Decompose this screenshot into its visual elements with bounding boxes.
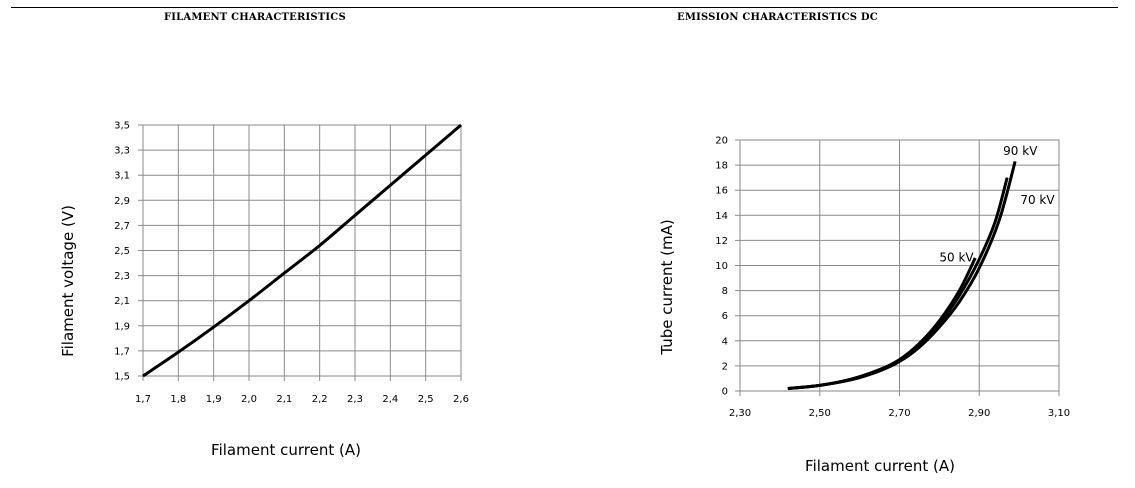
chart-emission: 2,30 2,50 2,70 2,90 3,10 0 2 4 6 8 10 12 14 16 18 20 50 … <box>658 136 1070 476</box>
y-tick-label: 6 <box>722 311 728 322</box>
y-tick-label: 2,7 <box>114 221 130 232</box>
y-tick-label: 16 <box>715 186 728 197</box>
y-tick-label: 8 <box>722 286 728 297</box>
chart-filament: 1,7 1,8 1,9 2,0 2,1 2,2 2,3 2,4 2,5 2,6 1,5 1,7 1,9 2… <box>59 121 469 460</box>
chart-title: EMISSION CHARACTERISTICS DC <box>677 12 878 23</box>
x-axis-label: Filament current (A) <box>211 441 361 459</box>
y-tick-label: 2,1 <box>114 296 130 307</box>
series-line-90-kv <box>787 160 1017 390</box>
x-tick-label: 2,1 <box>276 394 292 405</box>
y-tick-label: 10 <box>715 261 728 272</box>
x-tick-label: 2,3 <box>347 394 363 405</box>
y-tick-label: 2,9 <box>114 196 130 207</box>
x-axis-label: Filament current (A) <box>805 457 955 475</box>
x-tick-label: 1,8 <box>170 394 186 405</box>
x-tick-label: 2,4 <box>382 394 398 405</box>
x-tick-label: 2,90 <box>968 408 990 419</box>
y-tick-label: 18 <box>715 161 728 172</box>
x-tick-label: 2,30 <box>729 408 751 419</box>
x-tick-label: 2,50 <box>809 408 831 419</box>
plot-border <box>739 139 1060 392</box>
y-tick-label: 3,5 <box>114 121 130 132</box>
y-tick-label: 3,1 <box>114 171 130 182</box>
x-tick-label: 2,0 <box>241 394 257 405</box>
y-tick-label: 3,3 <box>114 146 130 157</box>
plot-border <box>142 124 462 377</box>
x-tick-label: 3,10 <box>1048 408 1070 419</box>
series-label-70-kv: 70 kV <box>1020 193 1055 207</box>
y-tick-label: 1,9 <box>114 321 130 332</box>
series-label-50-kv: 50 kV <box>939 251 974 265</box>
y-tick-label: 1,7 <box>114 346 130 357</box>
x-tick-label: 2,2 <box>312 394 328 405</box>
y-tick-label: 4 <box>722 336 728 347</box>
series-line-1 <box>142 123 462 378</box>
x-tick-label: 1,9 <box>206 394 222 405</box>
y-tick-label: 2 <box>722 361 728 372</box>
x-tick-label: 2,5 <box>418 394 434 405</box>
y-tick-label: 2,5 <box>114 246 130 257</box>
y-tick-label: 2,3 <box>114 271 130 282</box>
y-axis-label: Filament voltage (V) <box>59 205 77 357</box>
chart-title: FILAMENT CHARACTERISTICS <box>164 12 346 23</box>
y-tick-label: 20 <box>715 136 728 147</box>
y-tick-label: 0 <box>722 387 728 398</box>
y-tick-label: 14 <box>715 211 728 222</box>
y-tick-label: 1,5 <box>114 372 130 383</box>
top-rule <box>11 7 1118 8</box>
series-label-90-kv: 90 kV <box>1003 144 1038 158</box>
y-axis-label: Tube current (mA) <box>658 219 676 355</box>
x-tick-label: 2,6 <box>453 394 469 405</box>
y-tick-label: 12 <box>715 236 728 247</box>
x-tick-label: 1,7 <box>135 394 151 405</box>
x-tick-label: 2,70 <box>888 408 910 419</box>
